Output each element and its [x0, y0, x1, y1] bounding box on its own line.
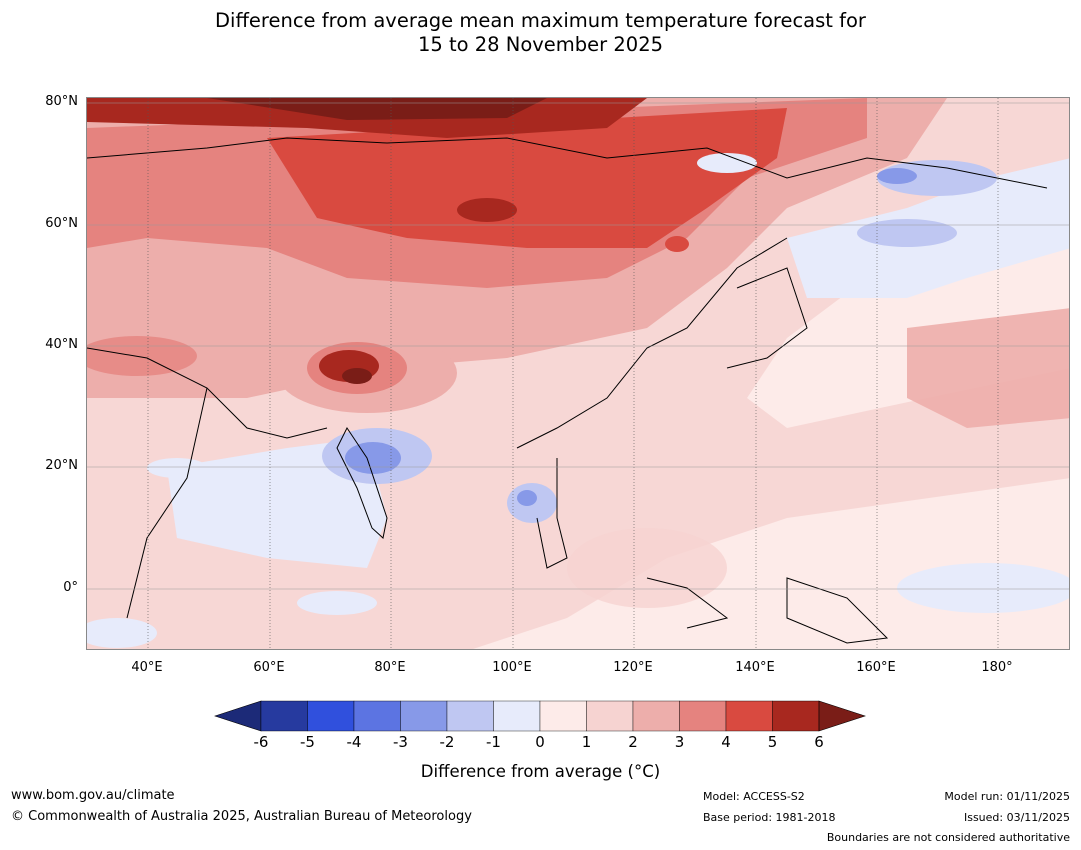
- colorbar-segment: [260, 700, 308, 732]
- colorbar-segment: [493, 700, 541, 732]
- lon-label-180: 180°: [981, 660, 1013, 675]
- map-canvas: [87, 98, 1069, 649]
- colorbar-over-arrow: [818, 700, 866, 732]
- colorbar-tick-label: 0: [535, 733, 545, 751]
- lat-label-80n: 80°N: [45, 94, 78, 109]
- colorbar-tick-label: -2: [439, 733, 455, 751]
- footer-disclaimer: Boundaries are not considered authoritat…: [826, 831, 1070, 844]
- lon-label-100e: 100°E: [492, 660, 532, 675]
- footer-model-run: Model run: 01/11/2025: [944, 790, 1070, 803]
- footer-base-period: Base period: 1981-2018: [703, 811, 836, 824]
- colorbar-tick-label: 3: [674, 733, 685, 751]
- lon-label-160e: 160°E: [856, 660, 896, 675]
- temperature-anomaly-map: [86, 97, 1070, 650]
- colorbar-segment: [400, 700, 448, 732]
- colorbar-tick-label: 2: [628, 733, 638, 751]
- lat-label-0: 0°: [63, 580, 78, 595]
- colorbar-tick-label: 4: [721, 733, 731, 751]
- colorbar-tick-label: -5: [300, 733, 315, 751]
- title-line-2: 15 to 28 November 2025: [417, 33, 664, 56]
- title-line-1: Difference from average mean maximum tem…: [215, 9, 866, 32]
- colorbar-tick-label: 5: [767, 733, 778, 751]
- lat-label-40n: 40°N: [45, 337, 78, 352]
- lon-label-140e: 140°E: [735, 660, 775, 675]
- colorbar-segment: [725, 700, 773, 732]
- colorbar-tick-label: -4: [346, 733, 362, 751]
- colorbar-segment: [632, 700, 680, 732]
- lon-label-60e: 60°E: [253, 660, 285, 675]
- colorbar-segment: [307, 700, 355, 732]
- colorbar: [214, 700, 866, 732]
- footer-url[interactable]: www.bom.gov.au/climate: [11, 788, 175, 803]
- colorbar-segment: [446, 700, 494, 732]
- lon-label-120e: 120°E: [613, 660, 653, 675]
- colorbar-tick-label: 1: [581, 733, 592, 751]
- lat-label-60n: 60°N: [45, 216, 78, 231]
- colorbar-segment: [586, 700, 634, 732]
- footer-issued: Issued: 03/11/2025: [963, 811, 1070, 824]
- colorbar-segment: [772, 700, 820, 732]
- colorbar-segment: [679, 700, 727, 732]
- lon-label-40e: 40°E: [131, 660, 163, 675]
- colorbar-under-arrow: [214, 700, 262, 732]
- colorbar-tick-label: -1: [486, 733, 501, 751]
- lat-label-20n: 20°N: [45, 458, 78, 473]
- footer-model: Model: ACCESS-S2: [703, 790, 805, 803]
- footer-copyright: © Commonwealth of Australia 2025, Austra…: [11, 809, 472, 824]
- colorbar-tick-label: -6: [253, 733, 269, 751]
- colorbar-label: Difference from average (°C): [420, 762, 661, 781]
- lon-label-80e: 80°E: [374, 660, 406, 675]
- chart-title: Difference from average mean maximum tem…: [0, 9, 1081, 57]
- colorbar-tick-label: 6: [814, 733, 824, 751]
- colorbar-graphic: [214, 700, 866, 732]
- colorbar-tick-label: -3: [393, 733, 408, 751]
- colorbar-segment: [539, 700, 587, 732]
- colorbar-segment: [353, 700, 401, 732]
